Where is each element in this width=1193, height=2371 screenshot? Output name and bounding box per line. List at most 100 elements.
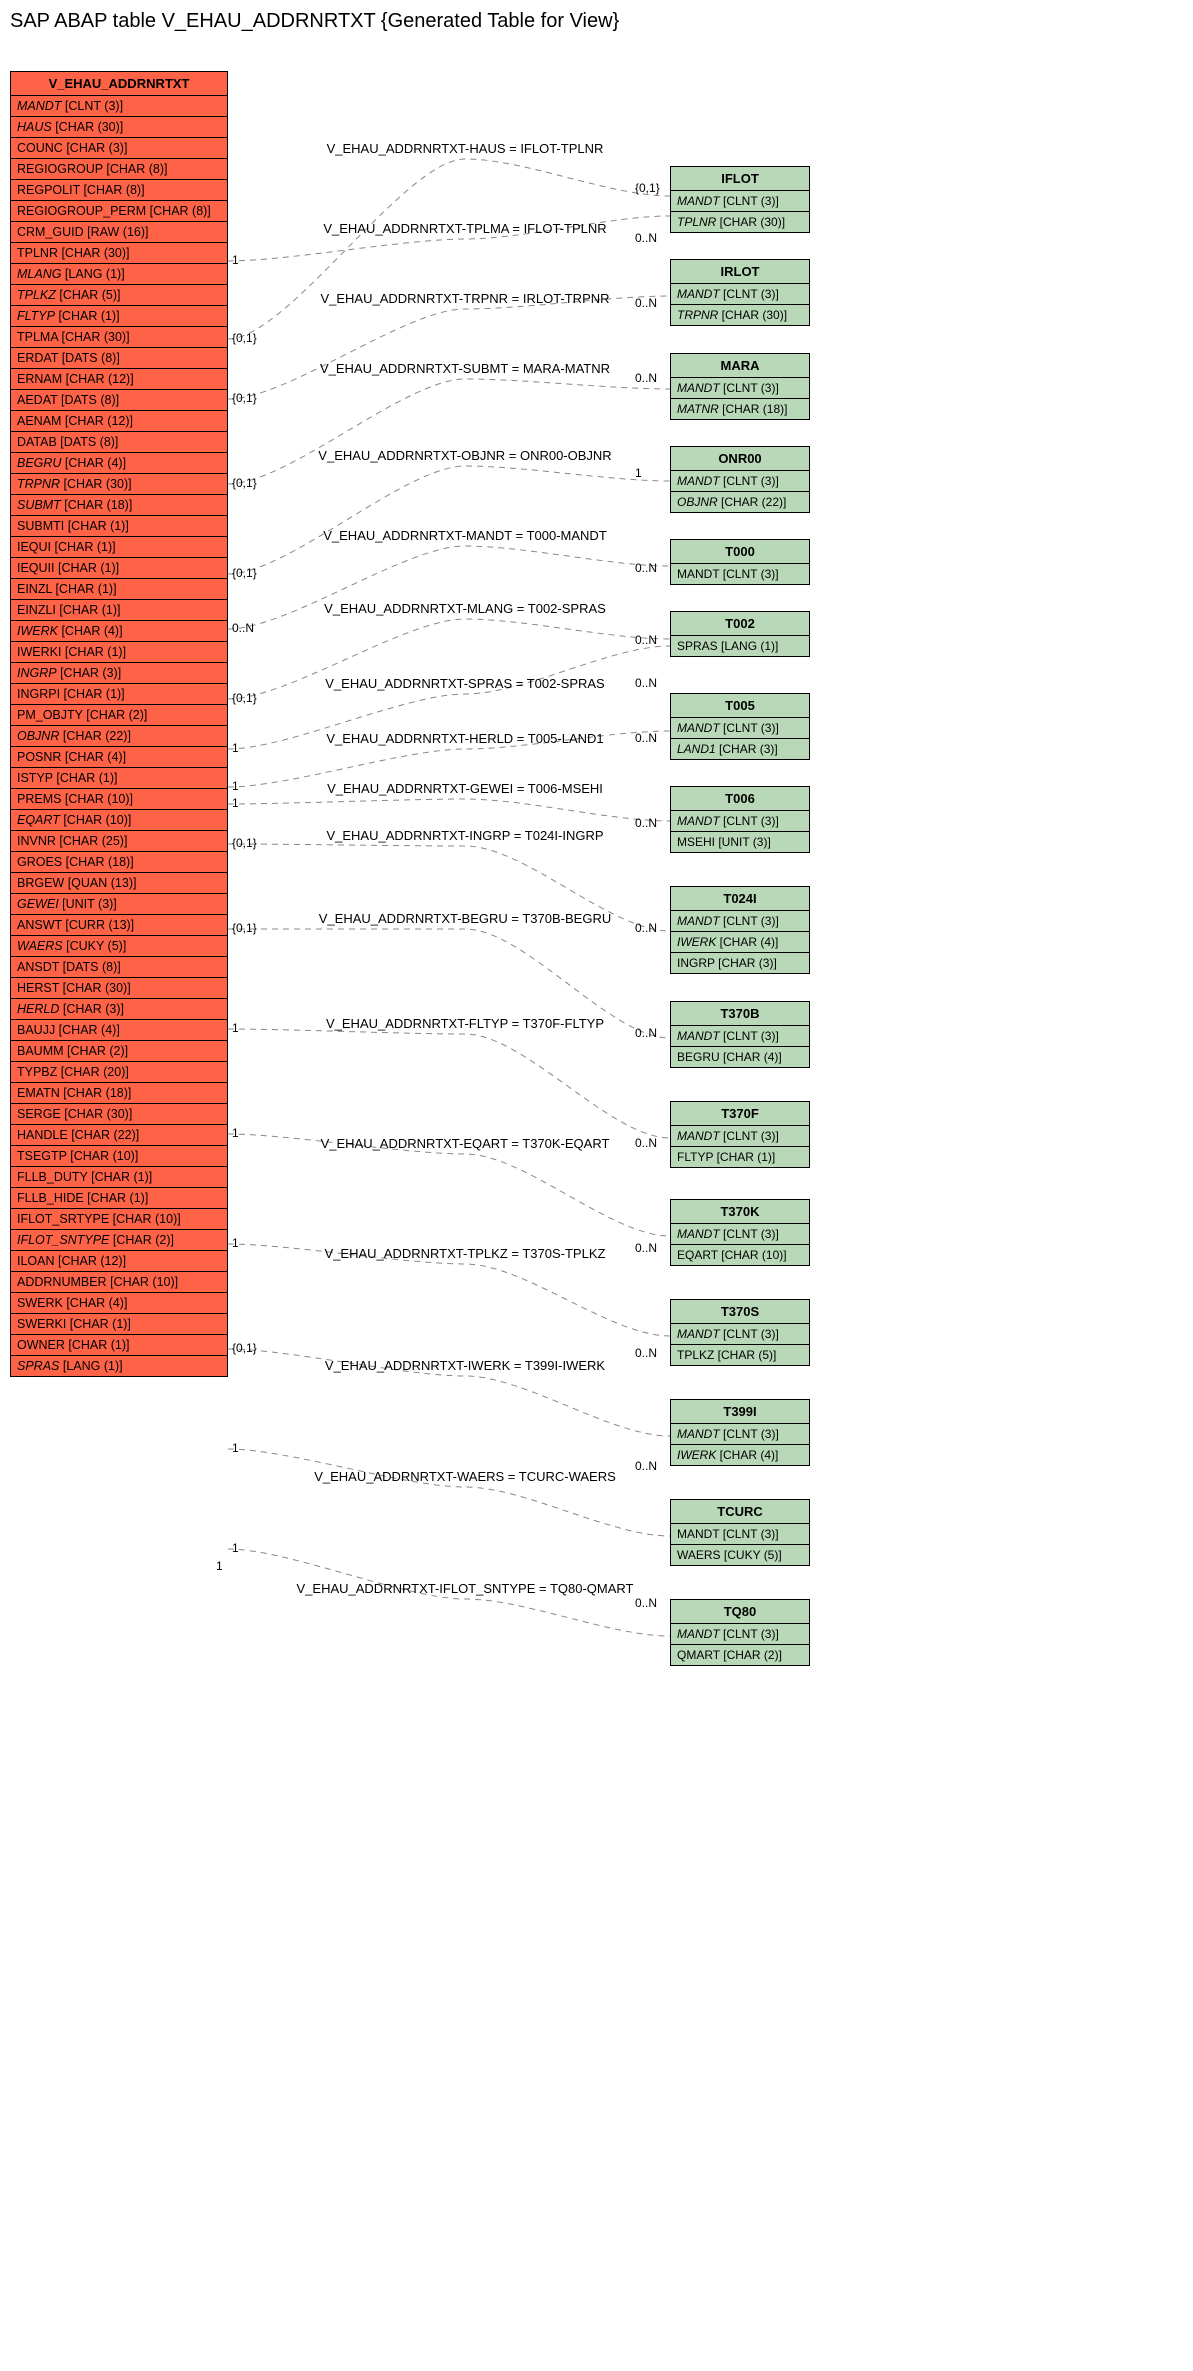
field-type: [CHAR (10)] <box>60 813 132 827</box>
related-table: TQ80MANDT [CLNT (3)]QMART [CHAR (2)] <box>670 1599 810 1666</box>
related-table-header: TQ80 <box>671 1600 809 1624</box>
related-table: T370BMANDT [CLNT (3)]BEGRU [CHAR (4)] <box>670 1001 810 1068</box>
main-table-field: TYPBZ [CHAR (20)] <box>11 1062 227 1083</box>
related-table-field: SPRAS [LANG (1)] <box>671 636 809 656</box>
relationship-label: V_EHAU_ADDRNRTXT-HERLD = T005-LAND1 <box>290 731 640 746</box>
related-table: T370FMANDT [CLNT (3)]FLTYP [CHAR (1)] <box>670 1101 810 1168</box>
field-name: QMART <box>677 1648 720 1662</box>
field-name: TSEGTP <box>17 1149 67 1163</box>
main-table-field: AENAM [CHAR (12)] <box>11 411 227 432</box>
related-table-field: MANDT [CLNT (3)] <box>671 191 809 212</box>
related-table-field: FLTYP [CHAR (1)] <box>671 1147 809 1167</box>
source-cardinality: 1 <box>232 253 239 267</box>
related-table-field: WAERS [CUKY (5)] <box>671 1545 809 1565</box>
field-type: [UNIT (3)] <box>715 835 771 849</box>
main-table-header: V_EHAU_ADDRNRTXT <box>11 72 227 96</box>
main-table-field: FLLB_HIDE [CHAR (1)] <box>11 1188 227 1209</box>
page-title: SAP ABAP table V_EHAU_ADDRNRTXT {Generat… <box>10 10 1183 33</box>
field-type: [CHAR (1)] <box>61 645 126 659</box>
field-name: IEQUI <box>17 540 51 554</box>
source-cardinality: {0,1} <box>232 921 257 935</box>
field-type: [CHAR (1)] <box>52 582 117 596</box>
field-type: [CLNT (3)] <box>720 914 779 928</box>
field-name: IEQUII <box>17 561 55 575</box>
field-type: [CURR (13)] <box>62 918 134 932</box>
field-name: MANDT <box>677 721 720 735</box>
field-type: [UNIT (3)] <box>59 897 117 911</box>
main-table-field: HAUS [CHAR (30)] <box>11 117 227 138</box>
main-table-field: TPLKZ [CHAR (5)] <box>11 285 227 306</box>
field-name: GEWEI <box>17 897 59 911</box>
field-type: [CHAR (1)] <box>64 519 129 533</box>
dest-cardinality: 0..N <box>635 296 657 310</box>
related-table-field: IWERK [CHAR (4)] <box>671 932 809 953</box>
relationship-label: V_EHAU_ADDRNRTXT-TPLKZ = T370S-TPLKZ <box>290 1246 640 1261</box>
field-type: [CHAR (18)] <box>62 855 134 869</box>
field-name: TPLMA <box>17 330 58 344</box>
field-name: FLTYP <box>17 309 55 323</box>
field-name: MSEHI <box>677 835 715 849</box>
field-name: BAUJJ <box>17 1023 55 1037</box>
related-table-field: MANDT [CLNT (3)] <box>671 1126 809 1147</box>
field-type: [CHAR (1)] <box>60 687 125 701</box>
related-table-field: TRPNR [CHAR (30)] <box>671 305 809 325</box>
main-table-field: PM_OBJTY [CHAR (2)] <box>11 705 227 726</box>
field-name: REGIOGROUP_PERM <box>17 204 146 218</box>
field-type: [CUKY (5)] <box>63 939 127 953</box>
field-type: [CLNT (3)] <box>720 474 779 488</box>
field-type: [CLNT (3)] <box>720 194 779 208</box>
field-name: ILOAN <box>17 1254 55 1268</box>
field-type: [DATS (8)] <box>58 393 120 407</box>
field-name: INVNR <box>17 834 56 848</box>
field-type: [RAW (16)] <box>84 225 149 239</box>
field-type: [CHAR (1)] <box>53 771 118 785</box>
field-name: ADDRNUMBER <box>17 1275 107 1289</box>
field-name: AENAM <box>17 414 61 428</box>
main-table-field: ILOAN [CHAR (12)] <box>11 1251 227 1272</box>
related-table-field: MANDT [CLNT (3)] <box>671 564 809 584</box>
main-table-field: HERST [CHAR (30)] <box>11 978 227 999</box>
dest-cardinality: {0,1} <box>635 181 660 195</box>
related-table-field: BEGRU [CHAR (4)] <box>671 1047 809 1067</box>
field-type: [CHAR (12)] <box>61 414 133 428</box>
related-table-field: MANDT [CLNT (3)] <box>671 1026 809 1047</box>
main-table-field: GROES [CHAR (18)] <box>11 852 227 873</box>
field-type: [CHAR (12)] <box>62 372 134 386</box>
main-table-field: MLANG [LANG (1)] <box>11 264 227 285</box>
field-type: [CHAR (1)] <box>88 1170 153 1184</box>
field-type: [CHAR (5)] <box>56 288 121 302</box>
field-type: [CHAR (3)] <box>63 141 128 155</box>
field-name: WAERS <box>17 939 63 953</box>
relationship-edge <box>228 1449 670 1536</box>
field-type: [CHAR (4)] <box>720 1050 782 1064</box>
main-table-field: SERGE [CHAR (30)] <box>11 1104 227 1125</box>
dest-cardinality: 0..N <box>635 561 657 575</box>
field-name: ERNAM <box>17 372 62 386</box>
related-table-header: T002 <box>671 612 809 636</box>
field-name: MANDT <box>677 1527 719 1541</box>
main-table-field: IEQUI [CHAR (1)] <box>11 537 227 558</box>
related-table: T370KMANDT [CLNT (3)]EQART [CHAR (10)] <box>670 1199 810 1266</box>
field-name: TRPNR <box>17 477 60 491</box>
field-name: EQART <box>17 813 60 827</box>
related-table-field: MANDT [CLNT (3)] <box>671 1524 809 1545</box>
relationship-label: V_EHAU_ADDRNRTXT-SPRAS = T002-SPRAS <box>290 676 640 691</box>
related-table-header: T370B <box>671 1002 809 1026</box>
related-table: MARAMANDT [CLNT (3)]MATNR [CHAR (18)] <box>670 353 810 420</box>
related-table: T006MANDT [CLNT (3)]MSEHI [UNIT (3)] <box>670 786 810 853</box>
dest-cardinality: 0..N <box>635 633 657 647</box>
field-name: TPLNR <box>17 246 58 260</box>
related-table: T005MANDT [CLNT (3)]LAND1 [CHAR (3)] <box>670 693 810 760</box>
field-name: ANSDT <box>17 960 59 974</box>
field-name: SWERKI <box>17 1317 66 1331</box>
main-table-field: WAERS [CUKY (5)] <box>11 936 227 957</box>
field-type: [CHAR (8)] <box>146 204 211 218</box>
source-cardinality: {0,1} <box>232 1341 257 1355</box>
relationship-label: V_EHAU_ADDRNRTXT-GEWEI = T006-MSEHI <box>290 781 640 796</box>
relationship-label: V_EHAU_ADDRNRTXT-EQART = T370K-EQART <box>290 1136 640 1151</box>
related-table-field: MANDT [CLNT (3)] <box>671 284 809 305</box>
related-table-field: QMART [CHAR (2)] <box>671 1645 809 1665</box>
field-type: [CHAR (1)] <box>713 1150 775 1164</box>
related-table-field: MANDT [CLNT (3)] <box>671 911 809 932</box>
main-table-field: POSNR [CHAR (4)] <box>11 747 227 768</box>
